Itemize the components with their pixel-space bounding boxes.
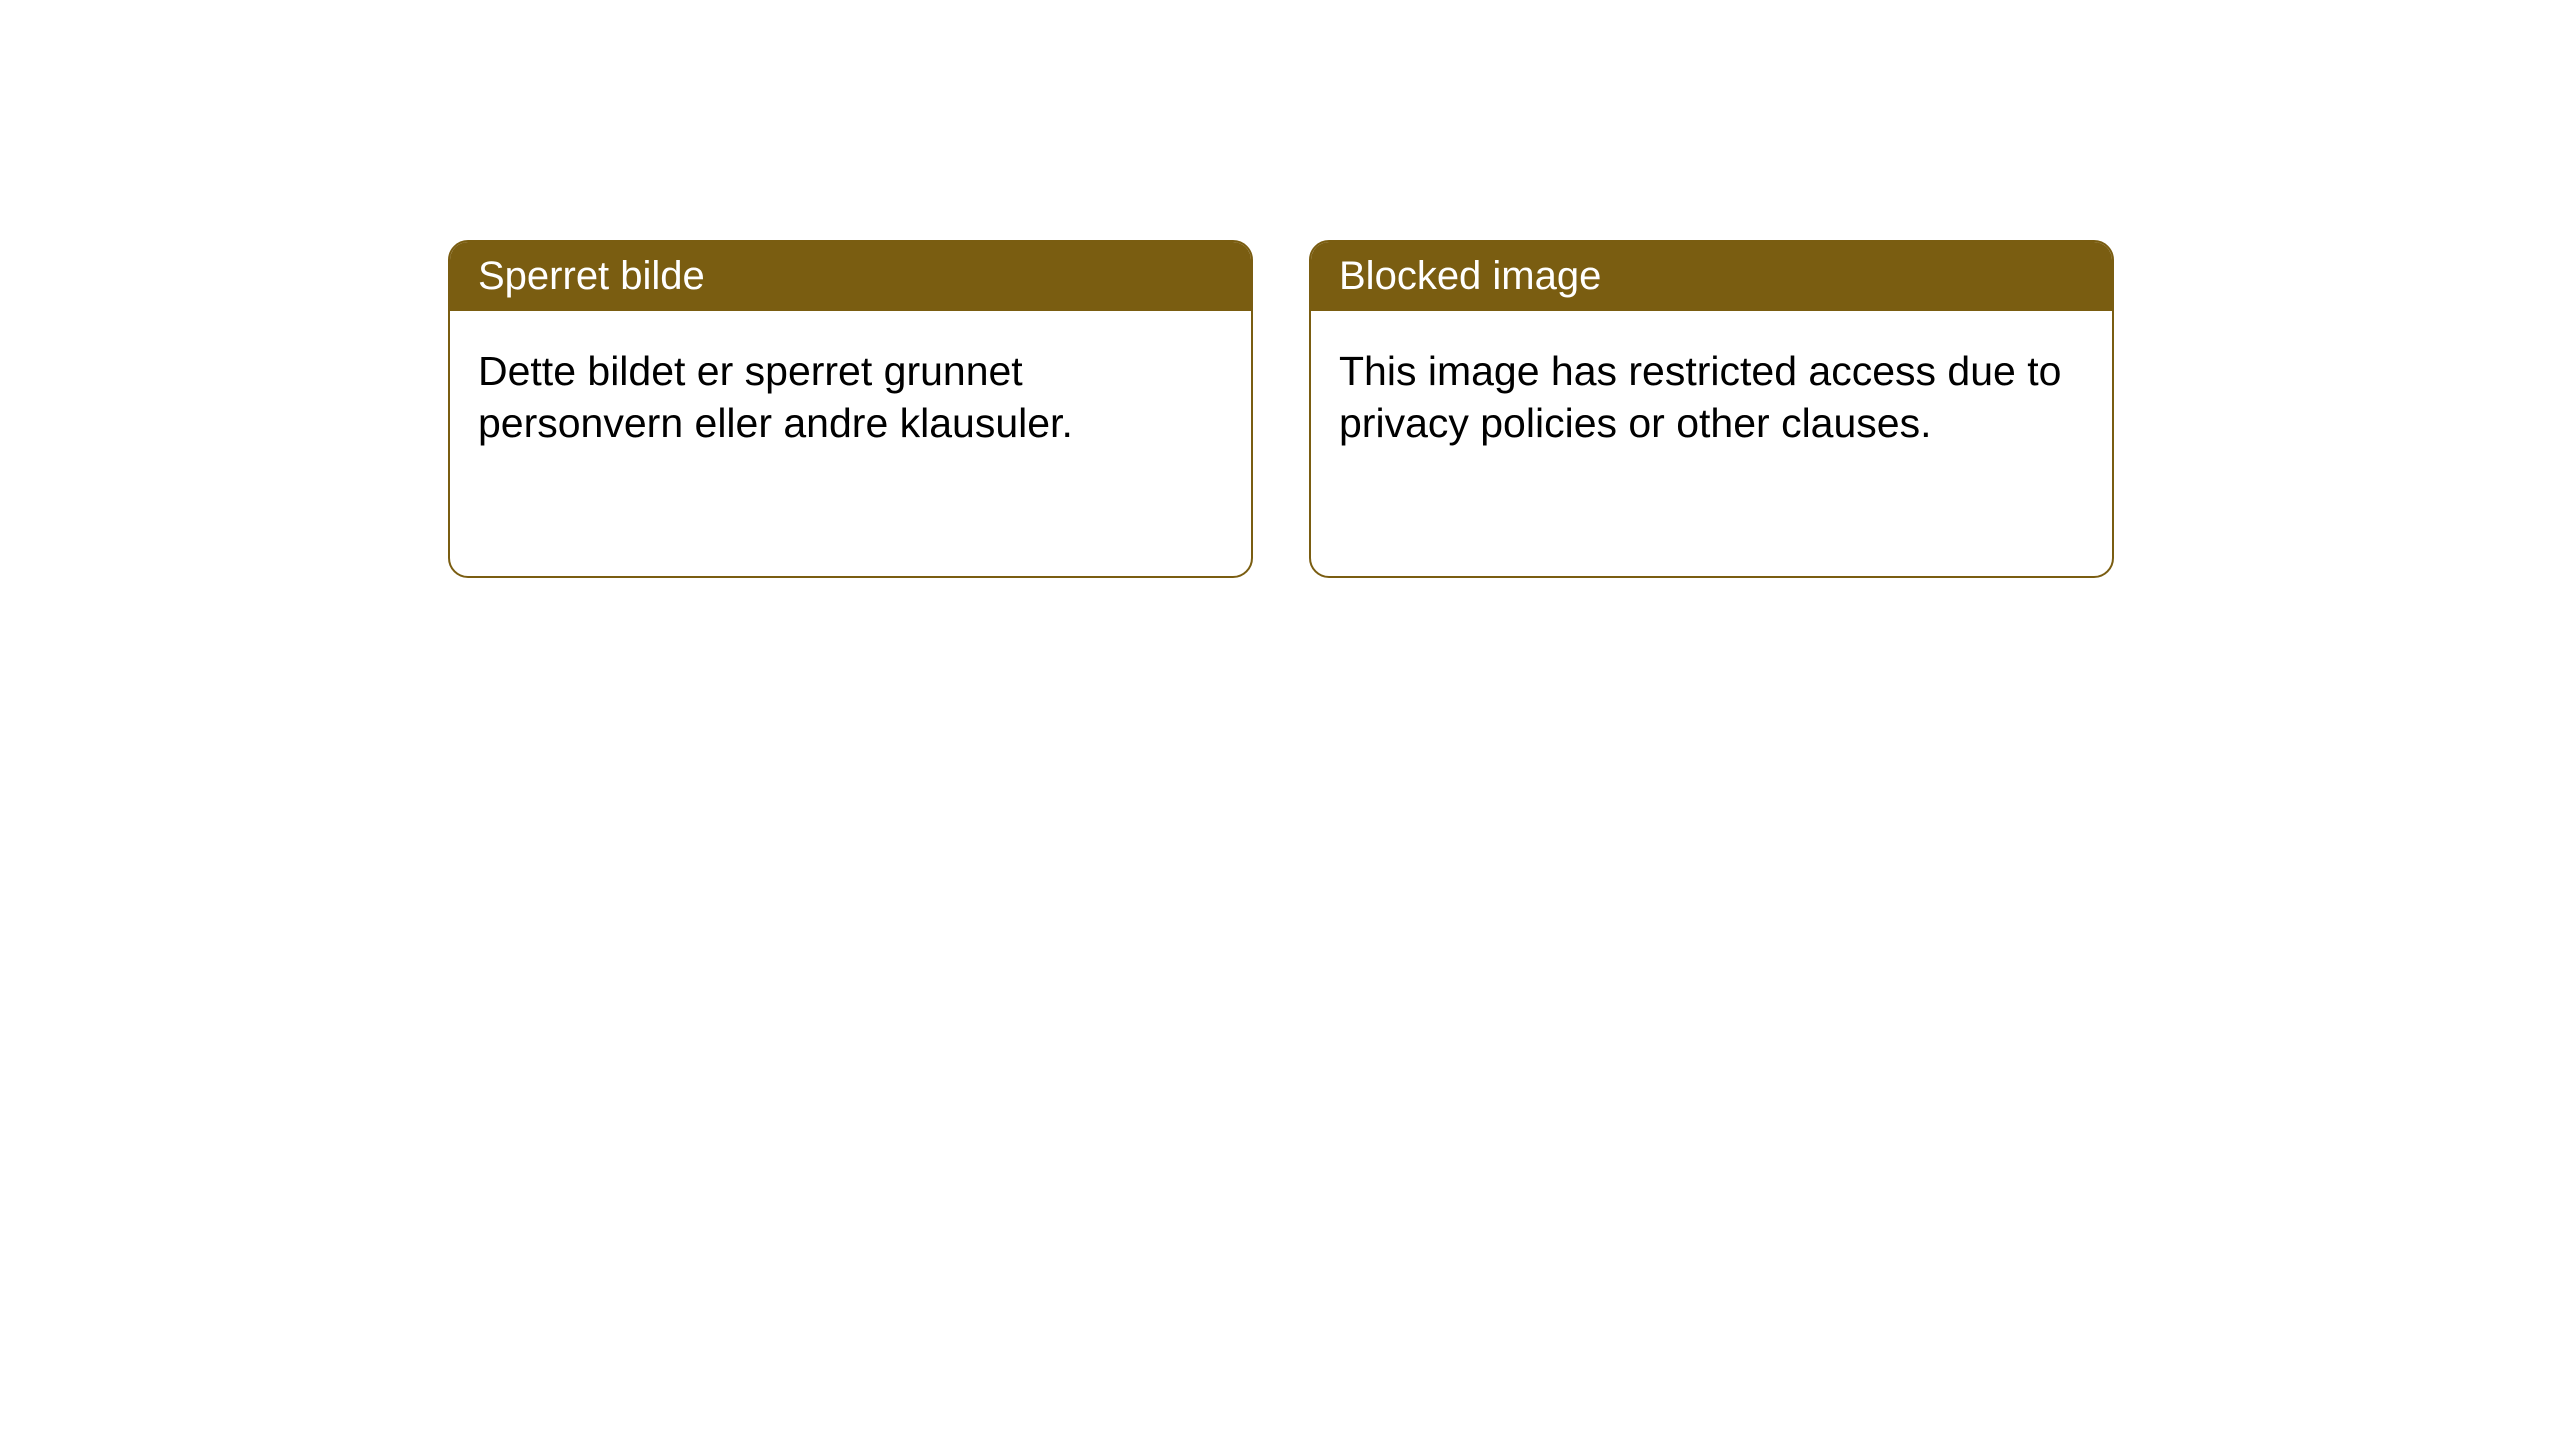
blocked-image-card-no: Sperret bilde Dette bildet er sperret gr… bbox=[448, 240, 1253, 578]
card-title-en: Blocked image bbox=[1311, 242, 2112, 311]
blocked-image-notice-container: Sperret bilde Dette bildet er sperret gr… bbox=[448, 240, 2560, 578]
card-title-no: Sperret bilde bbox=[450, 242, 1251, 311]
card-body-en: This image has restricted access due to … bbox=[1311, 311, 2112, 484]
card-body-no: Dette bildet er sperret grunnet personve… bbox=[450, 311, 1251, 484]
blocked-image-card-en: Blocked image This image has restricted … bbox=[1309, 240, 2114, 578]
